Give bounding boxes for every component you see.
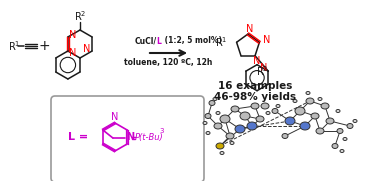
Ellipse shape — [343, 138, 347, 140]
Text: P(t-Bu): P(t-Bu) — [135, 133, 164, 142]
Text: N: N — [246, 24, 254, 34]
Ellipse shape — [332, 144, 338, 148]
Ellipse shape — [209, 100, 215, 106]
FancyBboxPatch shape — [51, 96, 204, 181]
Ellipse shape — [306, 92, 310, 94]
Text: R$^2$: R$^2$ — [256, 64, 268, 78]
Ellipse shape — [220, 115, 230, 123]
Ellipse shape — [337, 129, 343, 134]
Text: toluene, 120 ºC, 12h: toluene, 120 ºC, 12h — [124, 58, 213, 66]
Ellipse shape — [295, 107, 305, 115]
Ellipse shape — [285, 117, 295, 125]
Ellipse shape — [213, 98, 217, 100]
Ellipse shape — [347, 123, 353, 129]
Ellipse shape — [266, 111, 270, 115]
Ellipse shape — [206, 132, 210, 134]
Text: R$^2$: R$^2$ — [74, 9, 86, 23]
Ellipse shape — [240, 112, 250, 120]
Ellipse shape — [214, 123, 222, 129]
Ellipse shape — [321, 103, 329, 109]
Text: N: N — [69, 48, 77, 58]
Text: N: N — [111, 112, 119, 122]
Ellipse shape — [340, 150, 344, 153]
Text: N: N — [253, 56, 261, 66]
Text: (1:2, 5 mol%): (1:2, 5 mol%) — [162, 37, 222, 45]
Ellipse shape — [261, 103, 269, 109]
Ellipse shape — [293, 100, 297, 102]
Text: L =: L = — [68, 132, 88, 142]
Ellipse shape — [205, 113, 211, 119]
Text: 16 examples: 16 examples — [218, 81, 292, 91]
Ellipse shape — [235, 125, 245, 133]
Ellipse shape — [203, 121, 207, 125]
Ellipse shape — [220, 151, 224, 155]
Text: R$^1$: R$^1$ — [215, 35, 228, 49]
Ellipse shape — [353, 119, 357, 123]
Ellipse shape — [326, 118, 334, 124]
Ellipse shape — [318, 98, 322, 100]
Text: N: N — [69, 30, 77, 40]
Text: 3: 3 — [160, 128, 164, 134]
Text: N: N — [260, 63, 267, 73]
Ellipse shape — [316, 128, 324, 134]
Text: R$^1$: R$^1$ — [8, 39, 20, 53]
Text: N: N — [83, 44, 91, 54]
Text: N: N — [263, 35, 270, 45]
Text: 46-98% yields: 46-98% yields — [214, 92, 296, 102]
Ellipse shape — [311, 113, 319, 119]
Ellipse shape — [230, 142, 234, 144]
Ellipse shape — [300, 122, 310, 130]
Text: CuCl/: CuCl/ — [134, 37, 156, 45]
Ellipse shape — [282, 134, 288, 138]
Ellipse shape — [231, 106, 239, 112]
Ellipse shape — [216, 143, 224, 149]
Ellipse shape — [216, 111, 220, 115]
Ellipse shape — [276, 104, 280, 108]
Text: L: L — [156, 37, 161, 45]
Ellipse shape — [247, 122, 257, 130]
Ellipse shape — [251, 103, 259, 109]
Ellipse shape — [306, 98, 314, 104]
Ellipse shape — [336, 110, 340, 113]
Ellipse shape — [226, 133, 234, 139]
Ellipse shape — [272, 108, 278, 113]
Text: N: N — [126, 132, 134, 142]
Text: +: + — [38, 39, 50, 53]
Ellipse shape — [256, 116, 264, 122]
